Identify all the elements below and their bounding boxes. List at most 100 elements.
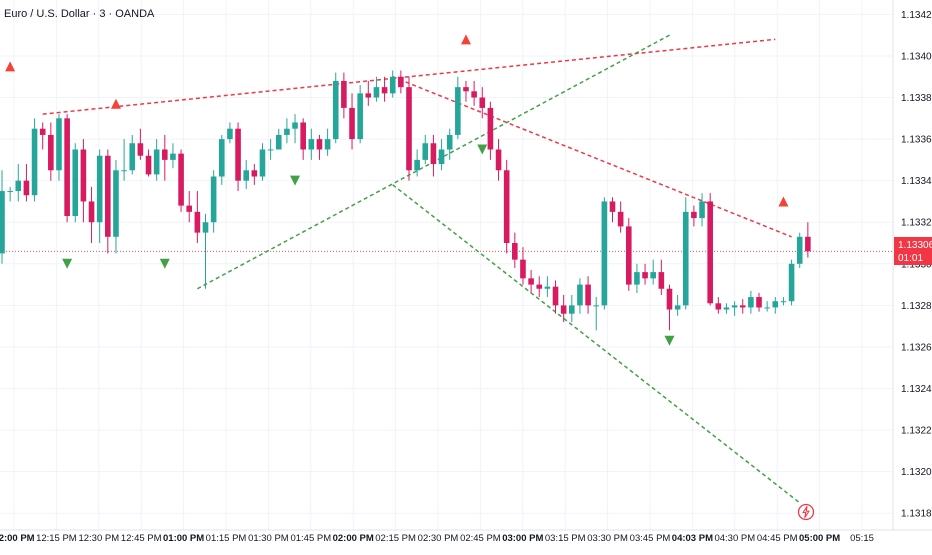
- candle: [495, 139, 502, 181]
- candle-body: [170, 153, 176, 160]
- candle-body: [243, 170, 249, 181]
- candle-body: [96, 155, 103, 223]
- candle-body: [39, 128, 46, 135]
- candle-body: [642, 272, 648, 279]
- candle: [479, 87, 486, 119]
- candle-body: [162, 149, 168, 160]
- candle: [259, 143, 266, 181]
- candle: [0, 170, 5, 264]
- candle-body: [536, 284, 543, 289]
- candle-body: [723, 307, 730, 310]
- candle-body: [756, 297, 762, 308]
- candle-body: [666, 288, 673, 310]
- candle: [145, 149, 152, 177]
- candle: [31, 118, 38, 202]
- time-tick-label: 02:15 PM: [375, 533, 416, 544]
- candle: [503, 159, 510, 254]
- candle: [512, 232, 518, 268]
- signal-up-triangle: [5, 61, 16, 72]
- time-tick-label: 01:00 PM: [163, 533, 204, 544]
- candle-body: [446, 134, 453, 150]
- current-price-tag: 1.13306 01:01: [894, 237, 932, 265]
- candle-body: [520, 259, 526, 279]
- candle-body: [577, 284, 583, 306]
- signal-up-triangle: [778, 196, 789, 207]
- candle: [609, 197, 616, 223]
- candle: [137, 128, 144, 160]
- candle: [96, 149, 103, 244]
- candle: [796, 232, 803, 268]
- candle-body: [487, 107, 494, 150]
- candle: [15, 164, 22, 202]
- candle-body: [617, 211, 624, 227]
- candle-body: [373, 87, 380, 98]
- candle: [162, 134, 168, 181]
- candle: [601, 197, 608, 310]
- candle-body: [634, 272, 640, 285]
- candle-body: [332, 80, 339, 140]
- lightning-icon[interactable]: [797, 503, 815, 521]
- candle-body: [178, 153, 184, 206]
- time-tick-label: 04:45 PM: [757, 533, 798, 544]
- candle: [560, 294, 567, 322]
- candle: [227, 122, 233, 144]
- time-tick-label: 03:15 PM: [545, 533, 586, 544]
- candle: [691, 205, 697, 227]
- candle-body: [259, 149, 266, 177]
- candle: [528, 270, 534, 293]
- candle-body: [398, 76, 404, 88]
- time-tick-label: 12:15 PM: [36, 533, 77, 544]
- time-tick-label: 03:30 PM: [587, 533, 628, 544]
- candle-body: [528, 278, 534, 285]
- candle: [577, 278, 583, 314]
- candle-body: [805, 236, 811, 252]
- signal-up-triangle: [460, 34, 471, 45]
- candle: [666, 284, 673, 331]
- price-tick-label: 1.13380: [901, 93, 932, 104]
- candle-body: [788, 263, 795, 302]
- candle-body: [650, 272, 656, 279]
- time-tick-label: 05:15: [850, 533, 874, 544]
- candle-body: [601, 201, 608, 306]
- candle-body: [471, 91, 477, 98]
- candle-body: [731, 305, 738, 308]
- price-tick-label: 1.13320: [901, 218, 932, 229]
- candle-body: [495, 149, 502, 171]
- candle-body: [479, 97, 486, 108]
- candle: [80, 139, 87, 223]
- candle-body: [357, 93, 363, 140]
- time-tick-label: 02:45 PM: [460, 533, 501, 544]
- candle: [805, 222, 811, 258]
- price-tick-label: 1.13360: [901, 135, 932, 146]
- candle-body: [308, 139, 315, 150]
- time-tick-label: 02:00 PM: [333, 533, 374, 544]
- signal-down-triangle: [664, 335, 675, 346]
- candle-body: [194, 211, 201, 233]
- candle-body: [105, 155, 111, 237]
- signal-down-triangle: [62, 258, 73, 269]
- candle-body: [202, 222, 209, 233]
- candle: [731, 301, 738, 316]
- candle-body: [292, 122, 298, 129]
- candle: [682, 197, 689, 310]
- candle: [650, 259, 656, 285]
- candle: [406, 76, 412, 181]
- candle-body: [796, 236, 803, 264]
- candle-body: [593, 305, 600, 307]
- candle-body: [682, 211, 689, 306]
- candle-body: [48, 134, 54, 171]
- candle: [707, 193, 713, 306]
- candle: [780, 297, 787, 306]
- candle: [723, 303, 730, 314]
- candle: [72, 143, 79, 223]
- candle-body: [251, 170, 258, 177]
- candle-body: [780, 301, 787, 303]
- candle-body: [699, 201, 705, 219]
- candle: [48, 122, 54, 181]
- candle-body: [23, 180, 30, 196]
- candle: [357, 85, 363, 144]
- candle-body: [438, 149, 445, 165]
- price-tick-label: 1.13240: [901, 384, 932, 395]
